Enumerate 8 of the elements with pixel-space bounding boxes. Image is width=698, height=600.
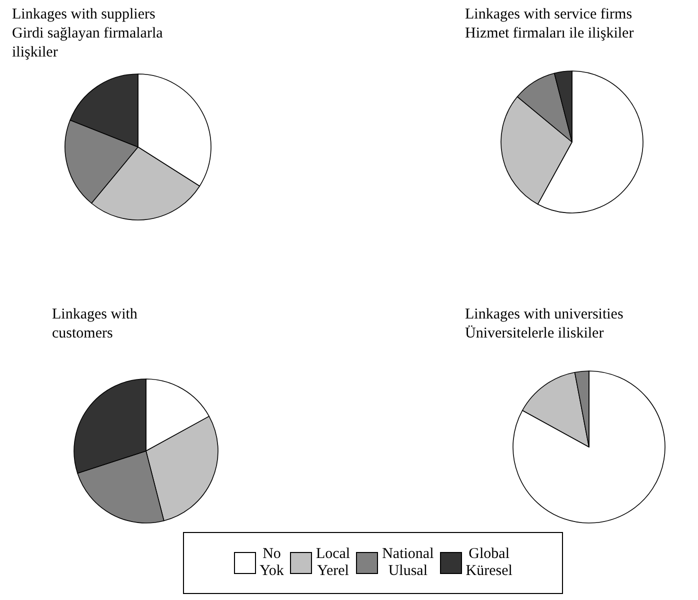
- legend-label: National Ulusal: [382, 546, 434, 580]
- chart-title: Linkages with service firms Hizmet firmaları ile ilişkiler: [465, 6, 634, 42]
- legend-label: Global Küresel: [466, 546, 512, 580]
- chart-title: Linkages with universities Üniversitelerle iliskiler: [465, 306, 624, 342]
- chart-title: Linkages with suppliers Girdi sağlayan firmalarla ilişkiler: [12, 6, 164, 60]
- legend-label: No Yok: [260, 546, 284, 580]
- chart-title: Linkages with customers: [52, 306, 138, 342]
- legend-label: Local Yerel: [316, 546, 350, 580]
